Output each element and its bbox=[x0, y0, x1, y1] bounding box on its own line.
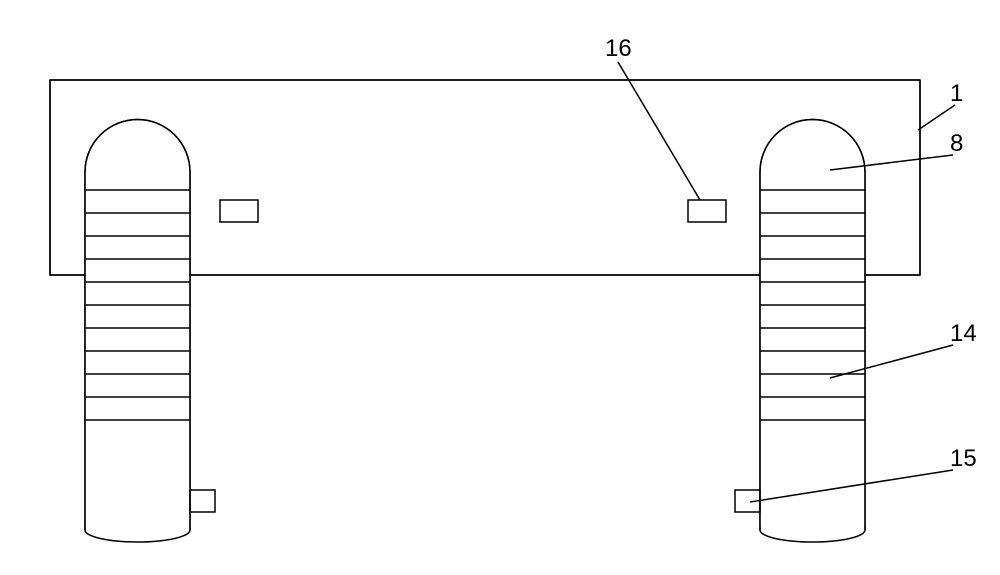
label-14: 14 bbox=[950, 320, 977, 348]
left-cylinder-arch bbox=[85, 120, 190, 173]
technical-diagram bbox=[0, 0, 1000, 575]
label-16: 16 bbox=[605, 35, 632, 63]
leader-1 bbox=[918, 105, 955, 130]
right-small-rect bbox=[688, 200, 726, 222]
label-8: 8 bbox=[950, 130, 963, 158]
left-small-rect bbox=[220, 200, 258, 222]
left-cylinder-tab bbox=[190, 490, 215, 512]
label-1: 1 bbox=[950, 80, 963, 108]
label-15: 15 bbox=[950, 445, 977, 473]
leader-16 bbox=[618, 62, 700, 200]
diagram-svg bbox=[0, 0, 1000, 575]
right-cylinder-arch bbox=[760, 120, 865, 173]
